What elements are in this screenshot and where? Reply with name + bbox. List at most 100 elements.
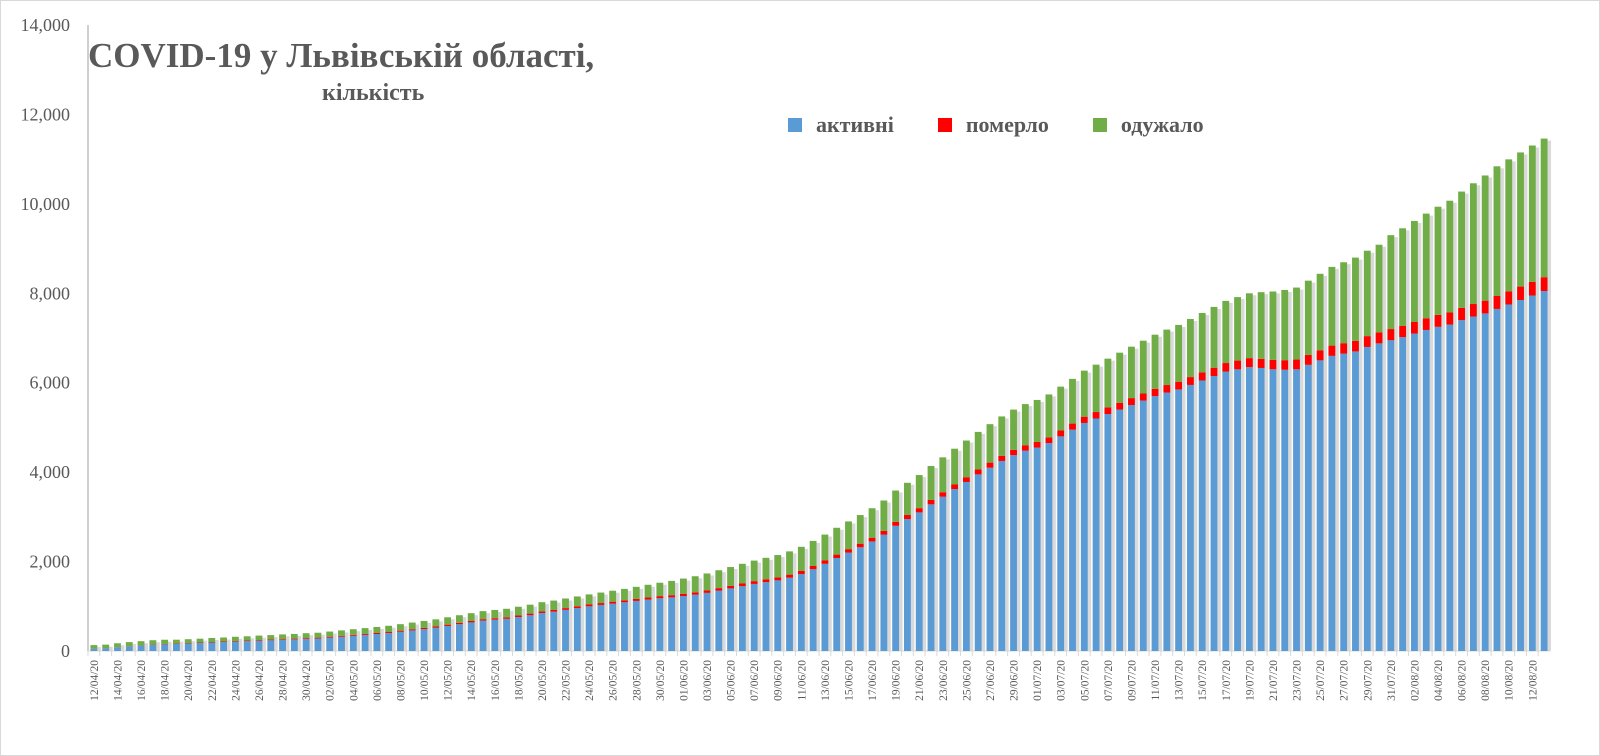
y-tick-label: 14,000 <box>21 15 71 35</box>
bar-segment-recovered <box>149 640 157 645</box>
bar-segment-active <box>149 644 157 651</box>
bar-segment-deaths <box>797 570 805 575</box>
bar-segment-recovered <box>231 636 239 642</box>
bar-segment-deaths <box>927 499 935 505</box>
bar-segment-recovered <box>1410 220 1418 322</box>
x-tick-label: 18/05/20 <box>513 660 525 701</box>
bar-segment-deaths <box>632 598 640 601</box>
x-tick-label: 23/06/20 <box>938 660 950 701</box>
x-tick-label: 19/07/20 <box>1244 660 1256 701</box>
bar-segment-recovered <box>1446 200 1454 313</box>
bar-segment-recovered <box>102 644 110 649</box>
bar-segment-deaths <box>444 624 452 626</box>
bar-segment-active <box>326 637 334 651</box>
y-tick-label: 4,000 <box>30 462 71 482</box>
bar-segment-recovered <box>1493 166 1501 296</box>
x-tick-label: 28/04/20 <box>278 660 290 701</box>
x-tick-label: 12/08/20 <box>1527 660 1539 701</box>
bar-segment-deaths <box>243 640 251 642</box>
bar-segment-deaths <box>479 619 487 621</box>
bar-segment-recovered <box>1481 175 1489 301</box>
bar-segment-deaths <box>1092 412 1100 419</box>
bar-segment-active <box>656 598 664 651</box>
bar-segment-deaths <box>915 508 923 513</box>
bar-segment-deaths <box>562 608 569 610</box>
bar-segment-deaths <box>1045 437 1053 444</box>
bar-segment-deaths <box>491 618 499 620</box>
bar-segment-deaths <box>939 492 947 497</box>
x-tick-label: 17/07/20 <box>1221 660 1233 701</box>
bar-segment-active <box>1363 346 1371 651</box>
bar-segment-recovered <box>1375 244 1383 333</box>
bar-segment-active <box>562 609 569 651</box>
bar-segment-active <box>1446 324 1454 651</box>
bar-segment-recovered <box>1363 250 1371 337</box>
bar-segment-active <box>125 646 133 651</box>
bar-segment-recovered <box>550 600 558 610</box>
bar-segment-recovered <box>609 590 617 602</box>
bar-segment-deaths <box>1069 423 1076 430</box>
bar-segment-recovered <box>290 633 298 639</box>
bar-segment-deaths <box>1469 304 1477 317</box>
bar-segment-recovered <box>691 576 699 593</box>
bar-segment-deaths <box>1446 312 1454 325</box>
bar-segment-deaths <box>1033 441 1041 448</box>
x-tick-label: 03/07/20 <box>1056 660 1068 701</box>
bar-segment-recovered <box>738 563 746 584</box>
bar-segment-deaths <box>267 639 275 641</box>
bar-segment-deaths <box>679 593 687 597</box>
bar-segment-deaths <box>1540 277 1548 292</box>
bar-segment-recovered <box>1210 306 1218 368</box>
bar-segment-deaths <box>408 629 416 631</box>
bar-segment-deaths <box>231 641 239 642</box>
x-tick-label: 24/05/20 <box>584 660 596 701</box>
x-tick-label: 01/06/20 <box>678 660 690 701</box>
bar-segment-deaths <box>1222 363 1230 372</box>
bar-segment-active <box>762 582 770 651</box>
bar-segment-deaths <box>373 632 381 635</box>
bar-segment-deaths <box>1198 372 1206 381</box>
bar-segment-deaths <box>349 634 357 636</box>
bar-segment-active <box>821 563 829 651</box>
bar-segment-active <box>1469 316 1477 651</box>
x-tick-label: 09/07/20 <box>1126 660 1138 701</box>
bar-segment-deaths <box>432 626 440 628</box>
bar-segment-active <box>1175 389 1183 651</box>
bar-segment-active <box>786 577 793 651</box>
bar-segment-deaths <box>550 609 558 612</box>
bar-segment-active <box>290 639 298 651</box>
bar-segment-active <box>1293 369 1300 651</box>
bar-segment-recovered <box>526 604 534 614</box>
bar-segment-active <box>738 586 746 651</box>
legend-swatch-deaths <box>937 118 952 132</box>
bar-segment-deaths <box>962 477 970 482</box>
bar-segment-active <box>420 629 428 651</box>
bar-segment-active <box>514 617 522 651</box>
bar-segment-recovered <box>939 457 947 493</box>
bar-segment-recovered <box>774 555 782 578</box>
bar-segment-recovered <box>514 606 522 616</box>
bar-segment-deaths <box>1269 359 1277 370</box>
bar-segment-recovered <box>679 578 687 594</box>
bar-segment-recovered <box>962 440 970 478</box>
bar-segment-recovered <box>656 582 664 597</box>
bar-segment-active <box>597 604 605 651</box>
bar-segment-active <box>1163 392 1171 651</box>
bar-segment-deaths <box>538 611 546 613</box>
bar-segment-recovered <box>326 631 334 637</box>
bar-segment-active <box>868 541 876 651</box>
bar-segment-deaths <box>1328 345 1336 356</box>
legend-item-recovered: одужало <box>1092 112 1204 138</box>
bar-segment-active <box>114 647 121 651</box>
x-tick-label: 07/07/20 <box>1103 660 1115 701</box>
x-tick-label: 03/06/20 <box>702 660 714 701</box>
bar-segment-active <box>397 631 404 651</box>
bar-segment-recovered <box>1045 394 1053 438</box>
bar-segment-deaths <box>1010 449 1017 456</box>
bar-segment-active <box>880 534 888 651</box>
bar-segment-active <box>644 599 652 651</box>
bar-segment-recovered <box>314 632 322 638</box>
x-tick-label: 20/04/20 <box>183 660 195 701</box>
bar-segment-active <box>302 638 310 651</box>
bar-segment-recovered <box>385 625 393 633</box>
